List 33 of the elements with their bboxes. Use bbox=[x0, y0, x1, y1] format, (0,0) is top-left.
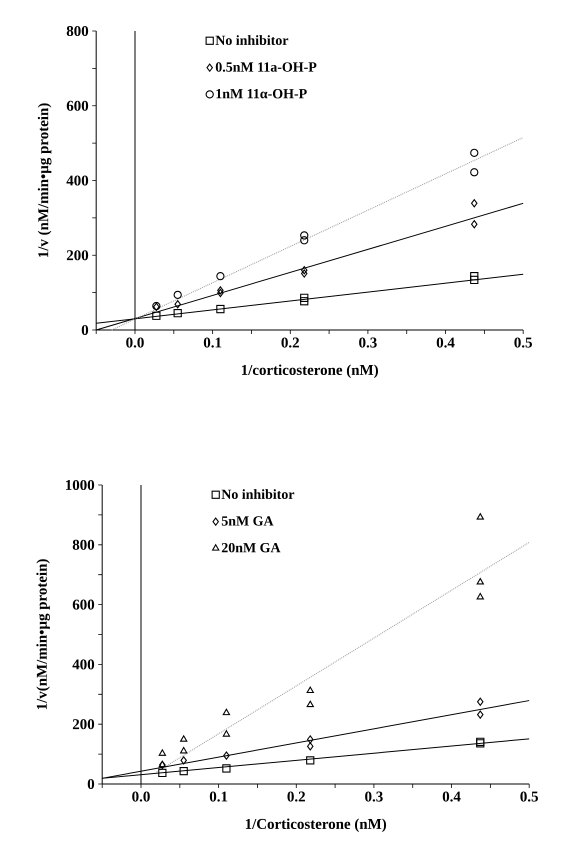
x-tick-label: 0.0 bbox=[132, 792, 150, 802]
x-axis-title: 1/corticosterone (nM) bbox=[242, 364, 378, 378]
x-tick-label: 0.1 bbox=[204, 337, 222, 348]
y-tick-label: 200 bbox=[72, 719, 94, 730]
x-tick-label: 0.3 bbox=[365, 792, 383, 802]
y-tick-label: 600 bbox=[72, 600, 94, 610]
x-tick-label: 0.2 bbox=[281, 337, 299, 348]
y-tick-label: 200 bbox=[66, 250, 88, 260]
x-tick-label: 0.2 bbox=[287, 792, 305, 802]
y-tick-label: 400 bbox=[66, 175, 88, 186]
x-tick-label: 0.5 bbox=[520, 792, 538, 802]
legend-label: 5nM GA bbox=[222, 516, 274, 526]
y-axis-title: 1/v(nM/min•µg protein) bbox=[36, 559, 50, 710]
x-tick-label: 0.3 bbox=[359, 337, 377, 348]
x-tick-label: 0.0 bbox=[126, 337, 144, 348]
legend-label: 20nM GA bbox=[222, 542, 280, 552]
x-tick-label: 0.1 bbox=[210, 792, 228, 802]
y-tick-label: 600 bbox=[66, 100, 88, 111]
y-tick-label: 0 bbox=[82, 324, 88, 336]
y-axis-title: 1/v (nM/min•µg protein) bbox=[38, 103, 52, 258]
y-tick-label: 0 bbox=[88, 778, 94, 790]
x-tick-label: 0.4 bbox=[442, 792, 461, 802]
legend-label: 1nM 11α-OH-P bbox=[216, 89, 307, 98]
y-tick-label: 1000 bbox=[66, 480, 94, 490]
y-tick-label: 400 bbox=[72, 659, 94, 670]
y-tick-label: 800 bbox=[66, 26, 88, 36]
x-tick-label: 0.5 bbox=[514, 337, 532, 348]
legend-label: No inhibitor bbox=[222, 489, 294, 499]
x-tick-label: 0.4 bbox=[436, 337, 455, 348]
legend-label: 0.5nM 11a-OH-P bbox=[216, 62, 316, 72]
x-axis-title: 1/Corticosterone (nM) bbox=[246, 818, 386, 832]
legend-label: No inhibitor bbox=[216, 35, 288, 46]
y-tick-label: 800 bbox=[72, 540, 94, 550]
